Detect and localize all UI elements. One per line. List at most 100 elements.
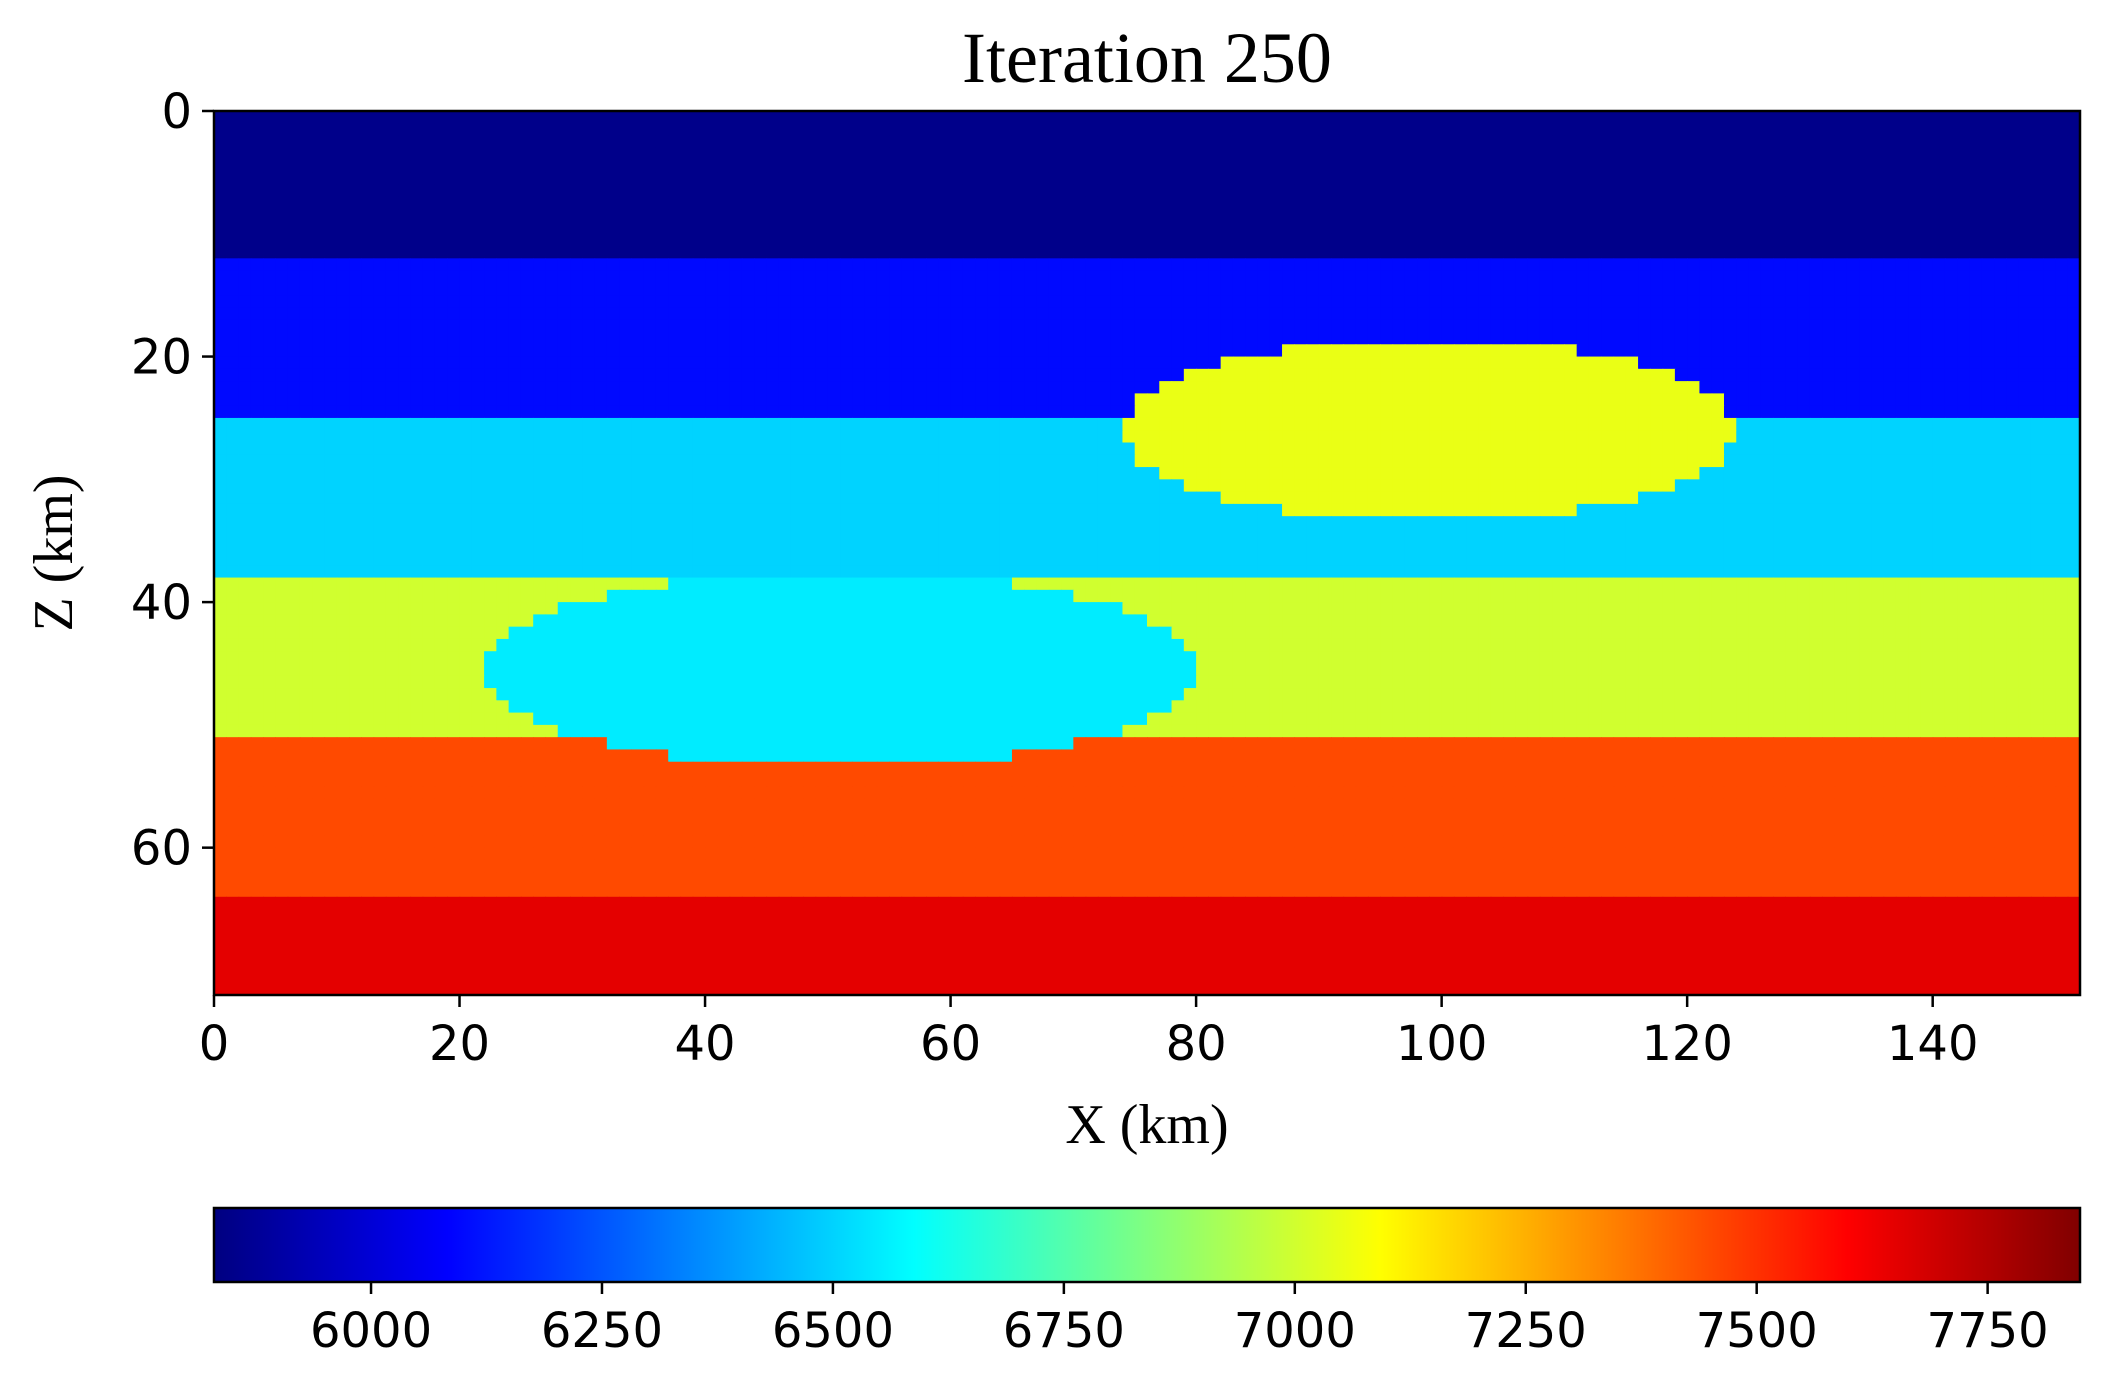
heatmap-cell: [987, 479, 1001, 493]
heatmap-cell: [840, 246, 853, 259]
heatmap-cell: [1429, 344, 1443, 358]
heatmap-cell: [655, 332, 669, 345]
heatmap-cell: [1638, 160, 1651, 173]
heatmap-cell: [1110, 503, 1124, 517]
heatmap-cell: [594, 479, 608, 493]
heatmap-cell: [1159, 111, 1173, 124]
heatmap-cell: [1404, 307, 1418, 321]
heatmap-cell: [508, 368, 522, 382]
heatmap-cell: [1478, 233, 1492, 247]
heatmap-cell: [1601, 430, 1615, 444]
heatmap-cell: [631, 196, 645, 210]
heatmap-cell: [1711, 246, 1725, 259]
heatmap-cell: [1785, 479, 1799, 493]
heatmap-cell: [1490, 381, 1504, 394]
heatmap-cell: [1036, 258, 1050, 272]
heatmap-cell: [1294, 233, 1308, 247]
heatmap-cell: [361, 111, 375, 124]
heatmap-cell: [312, 295, 326, 309]
heatmap-cell: [1490, 430, 1504, 444]
heatmap-cell: [324, 111, 338, 124]
heatmap-cell: [447, 307, 461, 321]
heatmap-cell: [1711, 417, 1725, 431]
heatmap-cell: [373, 454, 387, 468]
heatmap-cell: [1122, 491, 1136, 505]
heatmap-cell: [1711, 332, 1725, 345]
heatmap-cell: [250, 356, 264, 370]
heatmap-cell: [410, 135, 424, 149]
heatmap-cell: [226, 307, 240, 321]
heatmap-cell: [263, 405, 276, 419]
heatmap-cell: [950, 196, 964, 210]
heatmap-cell: [999, 454, 1013, 468]
heatmap-cell: [1723, 368, 1737, 382]
heatmap-cell: [570, 111, 583, 124]
heatmap-cell: [766, 332, 780, 345]
heatmap-cell: [741, 344, 755, 358]
heatmap-cell: [2043, 135, 2057, 149]
heatmap-cell: [1367, 417, 1381, 431]
heatmap-cell: [361, 381, 375, 394]
heatmap-cell: [1269, 491, 1283, 505]
heatmap-cell: [373, 209, 387, 223]
heatmap-cell: [815, 430, 829, 444]
heatmap-cell: [1613, 233, 1627, 247]
heatmap-cell: [840, 233, 853, 247]
heatmap-cell: [1134, 503, 1148, 517]
heatmap-cell: [1994, 233, 2007, 247]
heatmap-cell: [1527, 135, 1541, 149]
heatmap-cell: [1171, 282, 1185, 296]
heatmap-cell: [975, 196, 989, 210]
heatmap-cell: [1760, 467, 1774, 480]
heatmap-cell: [999, 319, 1013, 333]
heatmap-cell: [987, 221, 1001, 235]
heatmap-cell: [214, 307, 227, 321]
heatmap-cell: [1994, 147, 2007, 161]
heatmap-cell: [1441, 344, 1455, 358]
heatmap-cell: [631, 332, 645, 345]
heatmap-cell: [422, 233, 436, 247]
heatmap-cell: [2043, 160, 2057, 173]
heatmap-cell: [1147, 344, 1160, 358]
heatmap-cell: [557, 160, 571, 173]
heatmap-cell: [619, 233, 632, 247]
heatmap-cell: [1355, 393, 1369, 407]
heatmap-cell: [1527, 221, 1541, 235]
heatmap-cell: [668, 381, 682, 394]
heatmap-cell: [1220, 209, 1234, 223]
heatmap-cell: [1760, 295, 1774, 309]
heatmap-cell: [275, 221, 289, 235]
heatmap-cell: [1331, 307, 1345, 321]
heatmap-cell: [864, 160, 878, 173]
heatmap-cell: [398, 172, 412, 186]
heatmap-cell: [1466, 417, 1480, 431]
heatmap-cell: [1527, 381, 1541, 394]
heatmap-cell: [447, 405, 461, 419]
heatmap-cell: [349, 246, 362, 259]
heatmap-cell: [1318, 246, 1332, 259]
heatmap-cell: [631, 503, 645, 517]
heatmap-cell: [1478, 417, 1492, 431]
heatmap-cell: [1331, 467, 1345, 480]
heatmap-cell: [754, 123, 768, 137]
heatmap-cell: [1662, 393, 1676, 407]
heatmap-cell: [1257, 147, 1271, 161]
heatmap-cell: [484, 417, 497, 431]
heatmap-cell: [1687, 184, 1701, 198]
heatmap-cell: [655, 258, 669, 272]
heatmap-cell: [901, 123, 915, 137]
heatmap-cell: [1588, 405, 1602, 419]
heatmap-cell: [1920, 368, 1934, 382]
heatmap-cell: [1048, 196, 1062, 210]
heatmap-cell: [1773, 356, 1786, 370]
heatmap-cell: [1981, 282, 1995, 296]
heatmap-cell: [643, 381, 657, 394]
heatmap-cell: [275, 246, 289, 259]
heatmap-cell: [815, 184, 829, 198]
heatmap-cell: [275, 393, 289, 407]
heatmap-cell: [926, 454, 939, 468]
heatmap-cell: [1687, 209, 1701, 223]
heatmap-cell: [1196, 295, 1209, 309]
heatmap-cell: [520, 295, 534, 309]
heatmap-cell: [1588, 196, 1602, 210]
